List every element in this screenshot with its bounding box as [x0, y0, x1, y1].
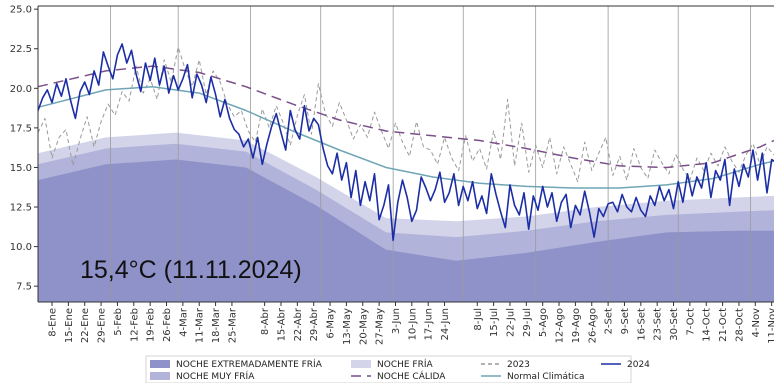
x-tick-label: 2-Set — [604, 308, 615, 334]
x-tick-label: 18-Mar — [211, 307, 222, 343]
x-tick-label: 26-Feb — [162, 308, 173, 342]
y-axis: 7.5 10.0 12.5 15.0 17.5 20.0 22.5 25.0 — [10, 5, 38, 293]
band-noche-extremadamente-fria — [38, 159, 774, 302]
x-tick-label: 8-Abr — [260, 307, 271, 335]
x-tick-label: 4-Mar — [178, 307, 189, 337]
y-tick-label: 12.5 — [10, 203, 32, 214]
x-tick-label: 4-Nov — [751, 308, 762, 338]
x-tick-label: 14-Oct — [702, 308, 713, 342]
x-tick-label: 16-Set — [636, 308, 647, 341]
x-tick-label: 3-Jun — [391, 308, 402, 334]
x-tick-label: 19-Feb — [146, 308, 157, 342]
x-tick-label: 15-Abr — [276, 307, 287, 341]
series-2024 — [37, 43, 774, 242]
x-tick-label: 11-Mar — [195, 307, 206, 343]
x-tick-label: 23-Set — [653, 308, 664, 341]
x-tick-label: 9-Set — [620, 308, 631, 334]
legend-label-normal-climatica: Normal Climática — [507, 372, 584, 382]
x-tick-label: 7-Oct — [685, 308, 696, 336]
legend-label-noche-calida: NOCHE CÁLIDA — [377, 370, 446, 382]
x-tick-label: 28-Oct — [734, 308, 745, 342]
x-tick-label: 12-Feb — [129, 308, 140, 342]
series-normal-climatica — [37, 85, 774, 189]
legend-label-noche-muy-fria: NOCHE MUY FRÍA — [176, 370, 255, 382]
x-tick-label: 5-Feb — [113, 308, 124, 336]
x-tick-label: 26-Ago — [587, 308, 598, 343]
x-tick-label: 22-Abr — [293, 307, 304, 341]
legend-swatch-noche-muy-fria — [150, 372, 170, 380]
legend-label-noche-fria: NOCHE FRÍA — [377, 358, 434, 370]
plot-area — [37, 5, 774, 303]
y-tick-label: 7.5 — [16, 282, 32, 293]
legend-swatch-noche-fria — [351, 360, 371, 368]
legend-swatch-noche-extremadamente-fria — [150, 360, 170, 368]
x-tick-label: 22-Ene — [80, 308, 91, 343]
x-tick-label: 29-Jul — [522, 308, 533, 337]
y-tick-label: 20.0 — [10, 84, 32, 95]
y-tick-label: 10.0 — [10, 242, 32, 253]
x-tick-label: 21-Oct — [718, 308, 729, 342]
x-tick-label: 5-Ago — [538, 308, 549, 337]
x-tick-label: 12-Ago — [555, 308, 566, 343]
x-tick-label: 8-Ene — [48, 308, 59, 337]
y-tick-label: 17.5 — [10, 123, 32, 134]
series-noche-calida — [37, 65, 774, 169]
x-tick-label: 19-Ago — [571, 308, 582, 343]
x-tick-label: 6-May — [326, 308, 337, 339]
x-tick-label: 10-Jun — [407, 308, 418, 341]
legend-label-noche-extremadamente-fria: NOCHE EXTREMADAMENTE FRÍA — [176, 358, 323, 370]
x-tick-label: 17-Jun — [424, 308, 435, 341]
y-tick-label: 25.0 — [10, 5, 32, 16]
legend-label-2024: 2024 — [627, 360, 650, 370]
y-tick-label: 15.0 — [10, 163, 32, 174]
x-tick-label: 24-Jun — [440, 308, 451, 341]
legend-label-2023: 2023 — [507, 360, 530, 370]
y-tick-label: 22.5 — [10, 44, 32, 55]
x-tick-label: 22-Jul — [505, 308, 516, 337]
x-tick-label: 29-Ene — [97, 308, 108, 343]
x-tick-label: 8-Jul — [473, 308, 484, 331]
x-tick-label: 29-Abr — [309, 307, 320, 341]
x-tick-label: 15-Jul — [489, 308, 500, 337]
x-tick-label: 27-May — [375, 308, 386, 345]
x-tick-label: 11-Nov — [767, 308, 774, 344]
x-tick-label: 30-Set — [669, 308, 680, 341]
x-tick-label: 13-May — [342, 308, 353, 345]
x-tick-label: 20-May — [358, 308, 369, 345]
x-axis: 8-Ene 15-Ene 22-Ene 29-Ene 5-Feb 12-Feb 19-Feb… — [48, 302, 774, 345]
legend-box — [145, 355, 632, 383]
x-tick-label: 25-Mar — [227, 307, 238, 343]
x-tick-label: 15-Ene — [64, 308, 75, 343]
chart-annotation: 15,4°C (11.11.2024) — [80, 256, 302, 284]
